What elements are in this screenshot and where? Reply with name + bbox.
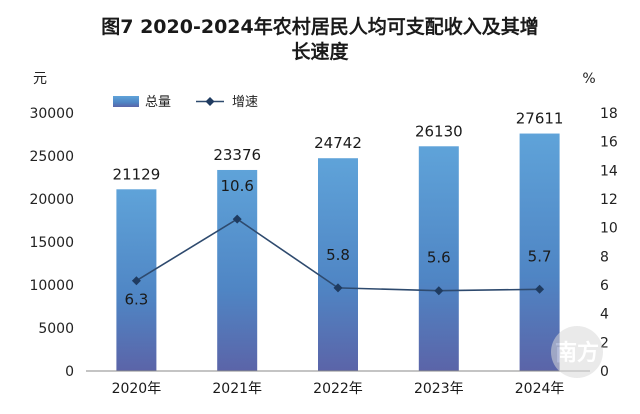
bar: [519, 133, 560, 371]
bar: [418, 146, 459, 371]
left-axis-unit: 元: [33, 71, 47, 87]
right-tick-label: 12: [600, 192, 618, 208]
right-tick-label: 0: [600, 364, 609, 380]
category-label: 2022年: [313, 381, 363, 397]
bar-value-label: 27611: [516, 110, 564, 128]
bar-value-labels: 21129 23376 24742 26130 27611: [113, 110, 564, 184]
right-axis-ticks: 0 2 4 6 8 10 12 14 16 18: [600, 106, 618, 380]
bar-value-label: 26130: [415, 122, 463, 140]
right-tick-label: 10: [600, 221, 618, 237]
category-label: 2020年: [112, 381, 162, 397]
bar-value-label: 23376: [213, 146, 261, 164]
category-label: 2024年: [515, 381, 565, 397]
legend-label-total: 总量: [145, 95, 171, 110]
right-tick-label: 6: [600, 278, 609, 294]
chart-title-line-2: 长速度: [291, 40, 349, 63]
legend-label-rate: 增速: [232, 95, 258, 110]
watermark-logo: 南方: [551, 326, 603, 378]
right-axis-unit: %: [582, 71, 595, 87]
rate-value-label: 5.8: [326, 246, 350, 264]
legend-diamond-marker: [205, 97, 215, 106]
rate-value-labels: 6.3 10.6 5.8 5.6 5.7: [124, 177, 551, 309]
bar-value-label: 24742: [314, 134, 362, 152]
rate-point: [232, 214, 242, 224]
bar: [318, 158, 358, 371]
left-tick-label: 30000: [29, 106, 74, 122]
bar: [217, 169, 258, 371]
watermark-text: 南方: [555, 340, 599, 366]
rate-point: [434, 286, 444, 296]
chart-title-line-1: 图7 2020-2024年农村居民人均可支配收入及其增: [101, 15, 538, 38]
rate-value-label: 5.6: [427, 249, 451, 267]
right-tick-label: 16: [600, 135, 618, 151]
left-tick-label: 20000: [29, 192, 74, 208]
rate-line-series: [131, 214, 545, 296]
category-labels: 2020年 2021年 2022年 2023年 2024年: [112, 381, 565, 397]
category-label: 2021年: [212, 381, 262, 397]
left-tick-label: 5000: [38, 321, 74, 337]
left-tick-label: 25000: [29, 149, 74, 165]
rate-point: [333, 283, 343, 293]
left-tick-label: 0: [65, 364, 74, 380]
right-tick-label: 2: [600, 335, 609, 351]
left-tick-label: 15000: [29, 235, 74, 251]
category-label: 2023年: [414, 381, 464, 397]
legend: 总量 增速: [113, 95, 258, 110]
rate-value-label: 6.3: [124, 291, 148, 309]
right-tick-label: 4: [600, 307, 609, 323]
rate-value-label: 5.7: [528, 247, 552, 265]
legend-bar-swatch: [113, 96, 139, 107]
bar-value-label: 21129: [113, 165, 161, 183]
bar-series: [116, 133, 560, 371]
left-tick-label: 10000: [29, 278, 74, 294]
rate-value-label: 10.6: [220, 177, 253, 195]
left-axis-ticks: 0 5000 10000 15000 20000 25000 30000: [29, 106, 74, 380]
right-tick-label: 14: [600, 163, 618, 179]
rate-point: [131, 276, 141, 286]
right-tick-label: 8: [600, 249, 609, 265]
right-tick-label: 18: [600, 106, 618, 122]
rate-point: [535, 284, 545, 294]
